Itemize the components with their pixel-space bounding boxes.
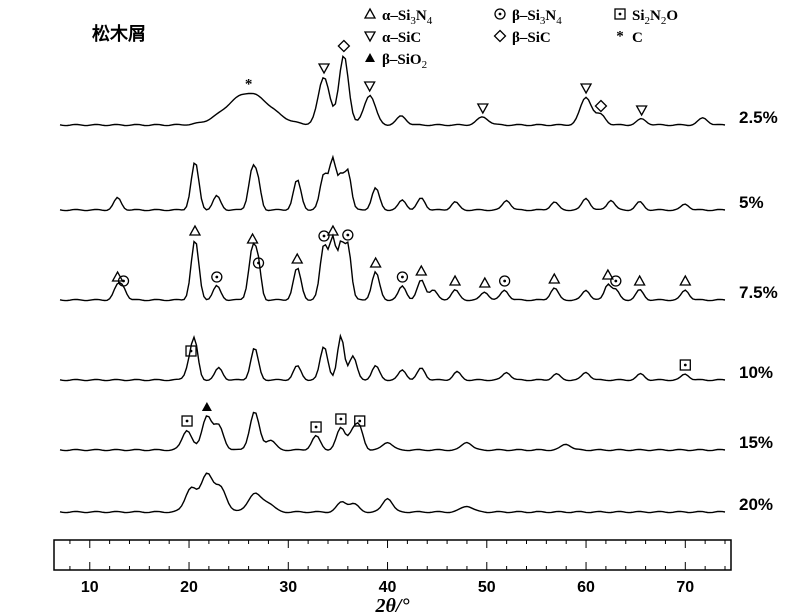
legend-item: β–SiO2 (365, 52, 427, 71)
x-tick-label: 70 (676, 579, 694, 596)
x-tick-label: 50 (478, 579, 496, 596)
x-tick-label: 30 (279, 579, 297, 596)
x-tick-label: 40 (379, 579, 397, 596)
legend-item: α–Si3N4 (365, 8, 433, 27)
series-10%: 10% (60, 336, 773, 382)
legend-item: α–SiC (365, 30, 421, 46)
svg-text:*: * (245, 77, 253, 93)
legend-label: C (632, 30, 643, 46)
series-label: 15% (739, 433, 773, 452)
legend-label: α–SiC (382, 30, 421, 46)
x-tick-label: 60 (577, 579, 595, 596)
legend-item: β–Si3N4 (495, 8, 562, 27)
legend-label: β–SiO2 (382, 52, 427, 71)
series-label: 7.5% (739, 283, 778, 302)
x-tick-label: 20 (180, 579, 198, 596)
legend-item: β–SiC (495, 30, 551, 46)
legend-item: Si2N2O (615, 8, 678, 27)
x-axis-title: 2θ/° (375, 595, 410, 612)
title-cjk: 松木屑 (92, 23, 146, 44)
series-5%: 5% (60, 157, 764, 212)
series-label: 10% (739, 363, 773, 382)
x-axis-box (54, 540, 731, 570)
series-20%: 20% (60, 473, 773, 514)
legend-label: α–Si3N4 (382, 8, 433, 27)
series-label: 2.5% (739, 108, 778, 127)
x-tick-label: 10 (81, 579, 99, 596)
series-7.5%: 7.5% (60, 226, 778, 302)
svg-text:*: * (616, 29, 624, 45)
xrd-svg: 10 20 30 40 50 60 70 2θ/° * 2.5% 5% 7.5% 10% 15% 20% 松木… (0, 0, 800, 612)
legend-label: β–SiC (512, 30, 551, 46)
series-label: 20% (739, 495, 773, 514)
series-15%: 15% (60, 402, 773, 452)
legend-label: β–Si3N4 (512, 8, 562, 27)
legend-label: Si2N2O (632, 8, 678, 27)
xrd-figure: 10 20 30 40 50 60 70 2θ/° * 2.5% 5% 7.5% 10% 15% 20% 松木… (0, 0, 800, 612)
series-label: 5% (739, 193, 764, 212)
legend-item: *C (616, 29, 643, 47)
